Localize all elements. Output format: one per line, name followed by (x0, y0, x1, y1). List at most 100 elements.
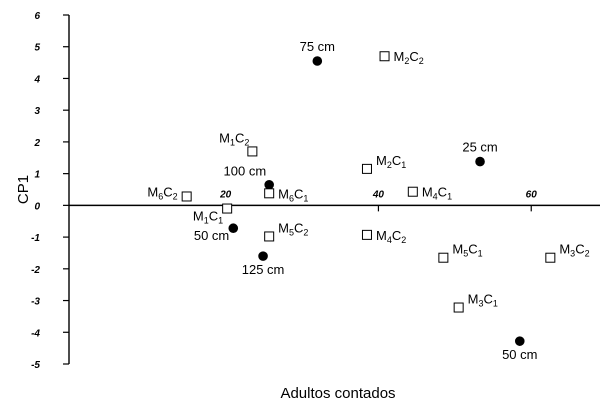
point-square (264, 188, 275, 199)
point-label: 25 cm (462, 140, 497, 155)
point-label-text: M (559, 242, 570, 257)
point-square (361, 229, 372, 240)
point-label-text: M (394, 49, 405, 64)
point-label-subscript: 1 (218, 216, 223, 226)
point-label: M6C2 (147, 184, 177, 201)
point-circle (258, 251, 268, 261)
point-label-text: C (575, 242, 584, 257)
point-label: M5C1 (452, 242, 482, 259)
point-circle (475, 156, 485, 167)
point-label-text: C (438, 185, 447, 200)
point-circle (514, 336, 525, 346)
point-label: 75 cm (300, 39, 335, 54)
point-label-subscript: 5 (463, 249, 468, 259)
point-label-subscript: 1 (493, 299, 498, 309)
point-label-subscript: 1 (204, 216, 209, 226)
point-label-text: M (452, 242, 463, 257)
y-ticks: 6 5 4 3 2 1 0 -1 -2 -3 -4 -5 (31, 11, 69, 371)
point-label-subscript: 1 (401, 160, 406, 170)
point-label: 100 cm (224, 164, 267, 179)
point-square (181, 191, 192, 202)
point-label-subscript: 3 (478, 299, 483, 309)
point-label-subscript: 5 (289, 227, 294, 237)
y-tick-label: 5 (34, 43, 40, 54)
y-tick-label: 2 (33, 138, 40, 149)
point-square (545, 252, 556, 263)
point-label-text: M (278, 220, 289, 235)
point-square (453, 302, 464, 313)
point-label: M3C1 (468, 292, 498, 309)
point-label-text: C (484, 292, 493, 307)
point-label: M4C2 (376, 228, 406, 245)
point-label-subscript: 4 (387, 235, 392, 245)
point-label-subscript: 4 (433, 192, 438, 202)
y-tick-label: -3 (31, 297, 40, 308)
point-label: 50 cm (502, 347, 537, 362)
point-label: M6C1 (278, 186, 308, 203)
x-tick-label: 20 (219, 189, 232, 200)
point-label-text: M (376, 153, 387, 168)
point-label-text: M (193, 209, 204, 224)
point-label-subscript: 6 (289, 193, 294, 203)
point-label-text: C (468, 242, 477, 257)
point-label-subscript: 1 (478, 249, 483, 259)
y-tick-label: -4 (31, 328, 40, 339)
point-label: M4C1 (422, 185, 452, 202)
point-circle (228, 223, 239, 234)
point-label-subscript: 2 (419, 56, 424, 66)
point-label: M2C2 (394, 49, 424, 66)
axes (68, 15, 600, 364)
point-square (222, 203, 233, 214)
point-circle (312, 56, 323, 66)
point-label-subscript: 2 (244, 137, 249, 147)
y-tick-label: -2 (31, 265, 40, 276)
point-label-subscript: 2 (387, 160, 392, 170)
point-label: 50 cm (194, 228, 229, 243)
point-label-text: C (294, 186, 303, 201)
point-label-subscript: 2 (401, 235, 406, 245)
y-tick-label: -1 (31, 233, 40, 244)
point-label-text: C (392, 228, 401, 243)
point-label-subscript: 2 (585, 249, 590, 259)
point-square (438, 252, 449, 263)
point-label-text: M (219, 130, 230, 145)
point-square (264, 231, 275, 242)
point-label-subscript: 2 (303, 227, 308, 237)
point-label-text: C (209, 209, 218, 224)
x-tick-label: 60 (526, 189, 538, 200)
point-label-subscript: 2 (173, 191, 178, 201)
point-label-text: C (163, 184, 172, 199)
point-label-subscript: 6 (158, 191, 163, 201)
y-tick-label: 3 (34, 106, 40, 117)
point-label-subscript: 1 (230, 137, 235, 147)
point-label-text: C (294, 220, 303, 235)
point-label: 125 cm (242, 262, 285, 277)
point-label-text: C (409, 49, 418, 64)
point-circle (264, 179, 274, 190)
point-label: M3C2 (559, 242, 589, 259)
y-tick-label: -5 (31, 360, 40, 371)
point-label-text: M (278, 186, 289, 201)
point-label-subscript: 1 (303, 193, 308, 203)
point-label-text: M (376, 228, 387, 243)
y-tick-label: 4 (33, 74, 40, 85)
point-label: M5C2 (278, 220, 308, 237)
y-axis-title: CP1 (15, 175, 32, 204)
point-label-text: C (235, 130, 244, 145)
point-label-text: C (392, 153, 401, 168)
point-square (247, 146, 258, 157)
point-label: M2C1 (376, 153, 406, 170)
y-tick-label: 6 (34, 11, 40, 22)
point-label: M1C1 (193, 209, 223, 226)
point-square (407, 186, 418, 197)
point-square (379, 51, 390, 62)
point-label-text: M (147, 184, 158, 199)
x-tick-label: 40 (372, 189, 385, 200)
x-axis-title: Adultos contados (280, 385, 395, 402)
point-label-subscript: 3 (570, 249, 575, 259)
y-tick-label: 1 (34, 170, 40, 181)
point-label-subscript: 1 (447, 192, 452, 202)
point-square (361, 163, 372, 174)
point-label-text: M (468, 292, 479, 307)
